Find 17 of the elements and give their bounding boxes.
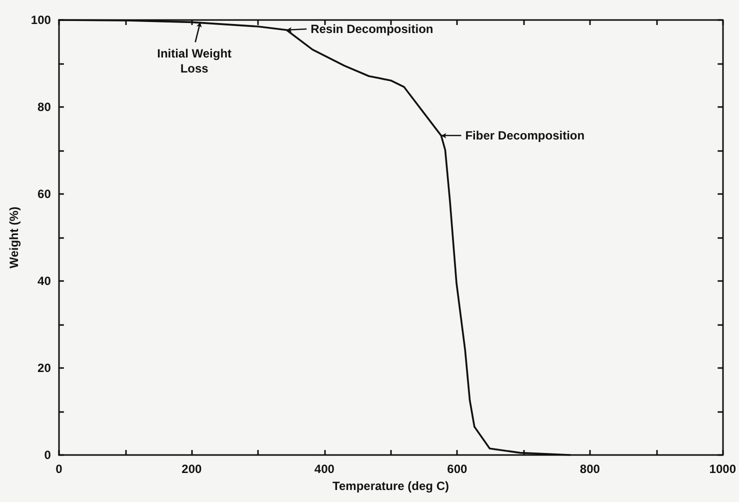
y-tick-label: 100: [30, 13, 52, 27]
x-tick-label: 600: [447, 462, 468, 476]
y-tick-label: 60: [38, 187, 52, 201]
x-tick-label: 0: [56, 462, 63, 476]
y-tick-label: 20: [38, 361, 52, 375]
y-tick-label: 80: [38, 100, 52, 114]
annotation: Initial Weight Loss: [157, 46, 232, 76]
x-tick-label: 400: [314, 462, 335, 476]
y-axis-title: Weight (%): [7, 206, 21, 268]
x-axis-title: Temperature (deg C): [332, 478, 450, 493]
x-tick-label: 800: [580, 462, 600, 476]
annotation: Resin Decomposition: [310, 22, 434, 36]
x-tick-label: 200: [182, 462, 202, 476]
annotation: Fiber Decomposition: [465, 128, 585, 143]
x-tick-label: 1000: [709, 462, 736, 476]
y-tick-label: 0: [44, 448, 52, 462]
y-tick-label: 40: [38, 274, 52, 288]
